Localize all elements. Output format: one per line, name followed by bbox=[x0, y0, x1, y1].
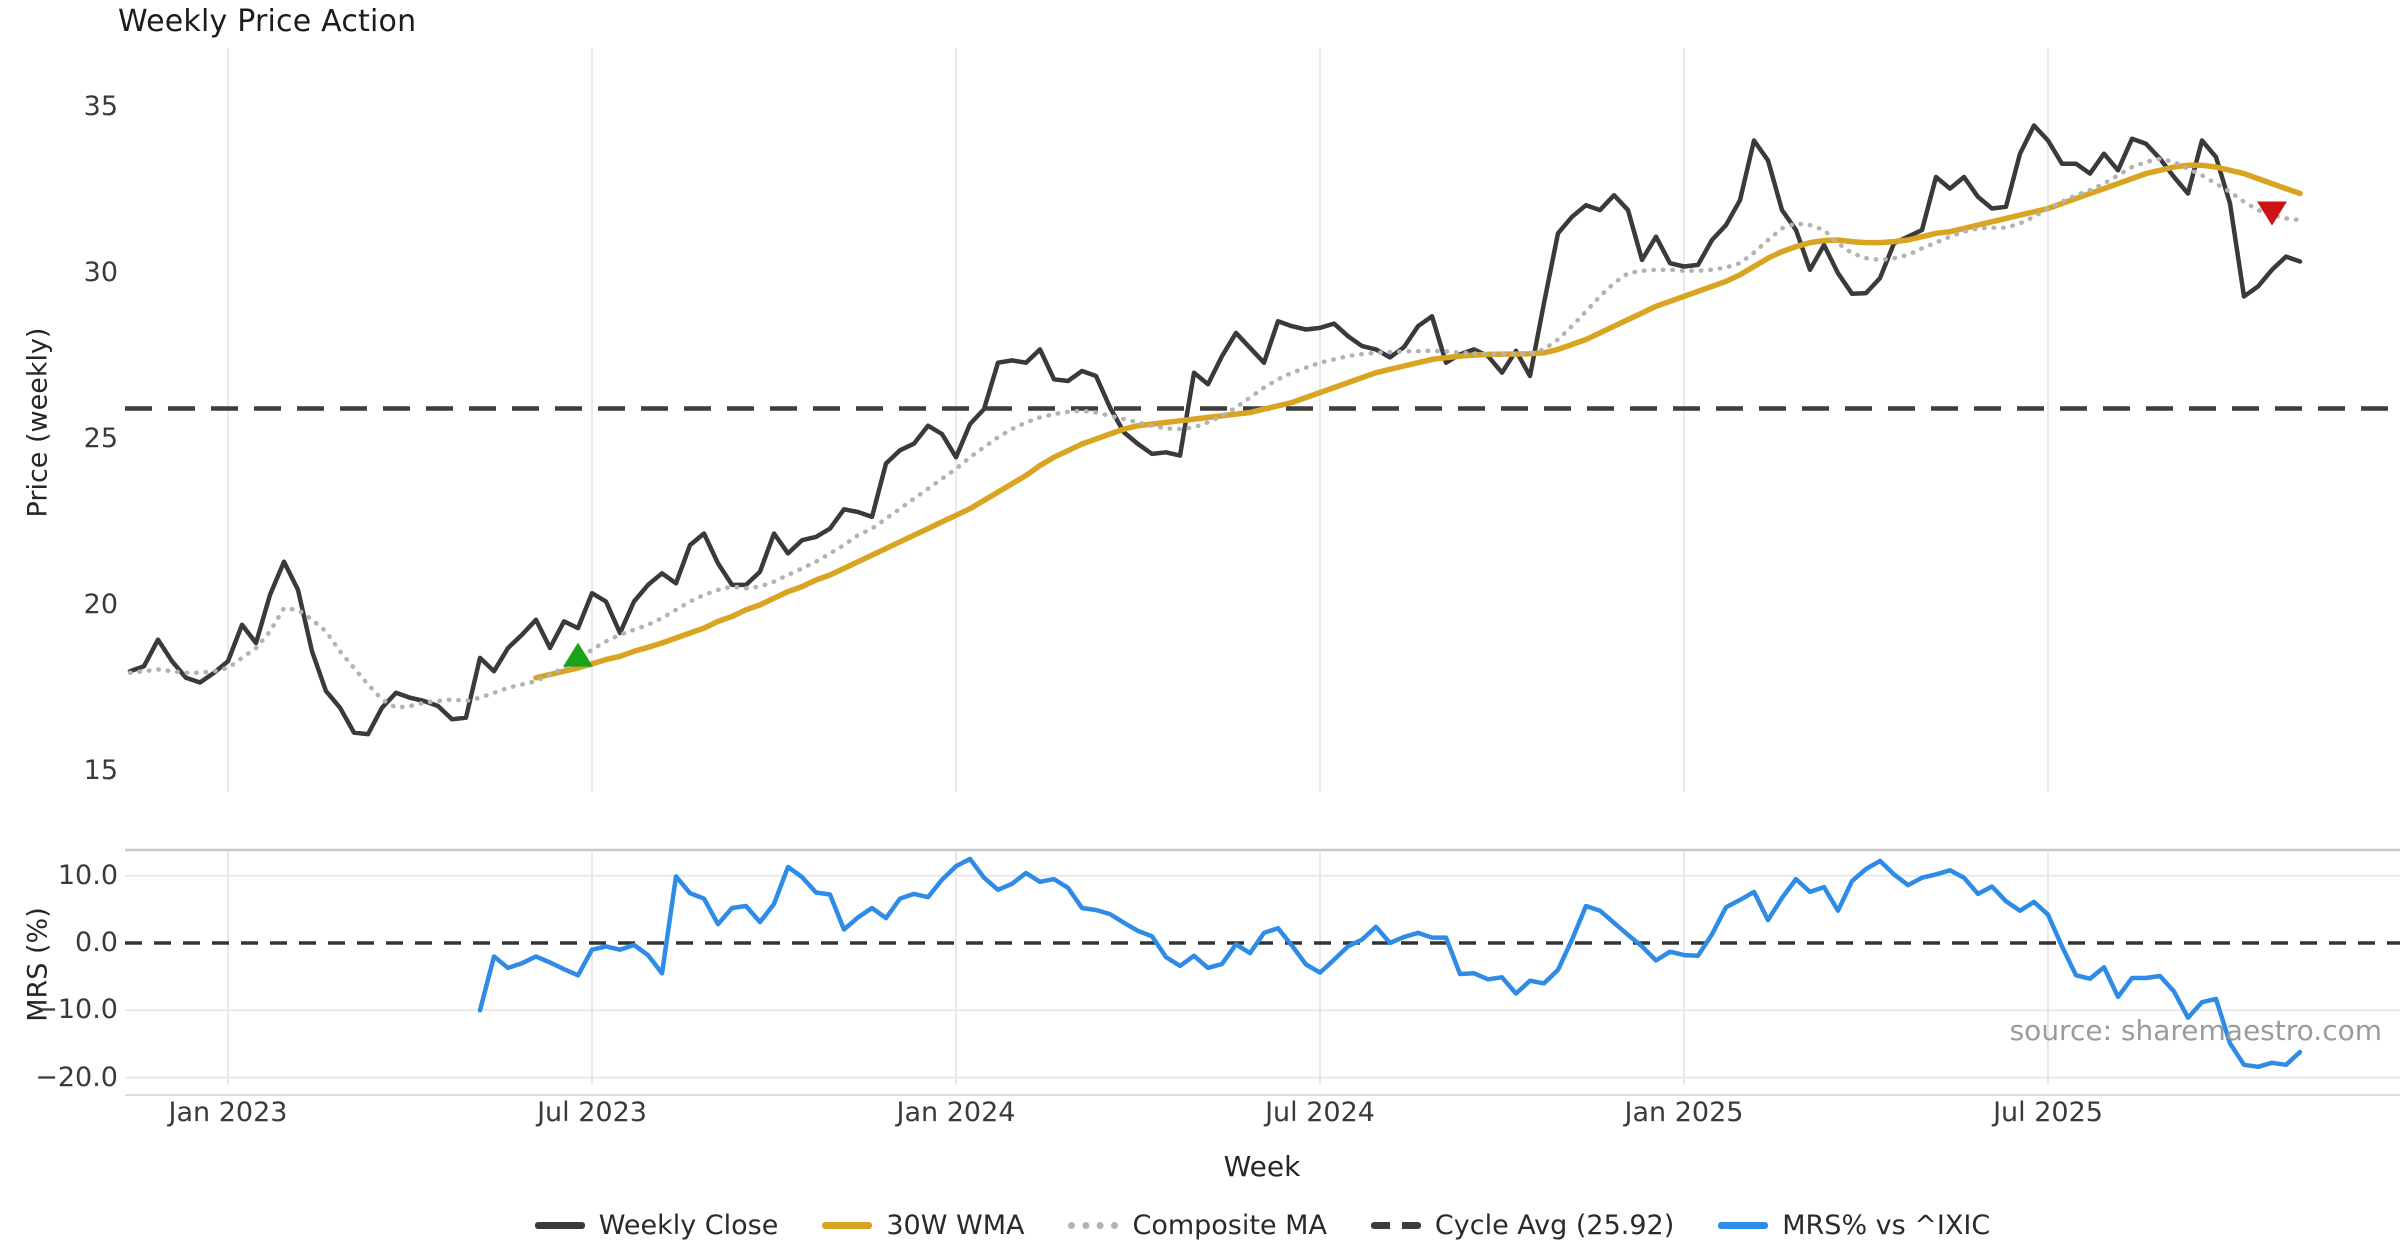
mrs-ytick--20: −20.0 bbox=[35, 1061, 118, 1093]
xtick-jan-2025: Jan 2025 bbox=[1624, 1097, 1744, 1128]
legend: Weekly Close 30W WMA Composite MA Cycle Avg… bbox=[125, 1210, 2400, 1241]
legend-label: Composite MA bbox=[1132, 1210, 1327, 1241]
price-ytick-35: 35 bbox=[83, 91, 118, 123]
legend-item-30w-wma: 30W WMA bbox=[822, 1210, 1024, 1241]
mrs-ytick--10: −10.0 bbox=[35, 994, 118, 1026]
source-credit: source: sharemaestro.com bbox=[2009, 1014, 2382, 1047]
price-ytick-20: 20 bbox=[83, 588, 118, 620]
mrs-ytick-10: 10.0 bbox=[57, 859, 118, 891]
xtick-jan-2023: Jan 2023 bbox=[168, 1097, 288, 1128]
chart-title: Weekly Price Action bbox=[118, 4, 417, 39]
legend-swatch-icon bbox=[1718, 1222, 1769, 1229]
xtick-jul-2024: Jul 2024 bbox=[1265, 1097, 1375, 1128]
price-ytick-15: 15 bbox=[83, 754, 118, 786]
xtick-jul-2023: Jul 2023 bbox=[537, 1097, 647, 1128]
legend-label: 30W WMA bbox=[886, 1210, 1025, 1241]
legend-swatch-icon bbox=[534, 1222, 585, 1229]
legend-swatch-icon bbox=[1370, 1222, 1421, 1229]
xtick-jul-2025: Jul 2025 bbox=[1993, 1097, 2103, 1128]
legend-swatch-icon bbox=[1068, 1222, 1119, 1229]
legend-label: MRS% vs ^IXIC bbox=[1782, 1210, 1991, 1241]
buy-signal-marker bbox=[563, 642, 593, 667]
legend-item-weekly-close: Weekly Close bbox=[534, 1210, 779, 1241]
legend-label: Weekly Close bbox=[598, 1210, 779, 1241]
legend-item-composite-ma: Composite MA bbox=[1068, 1210, 1327, 1241]
series-composite-ma bbox=[127, 156, 2303, 710]
legend-swatch-icon bbox=[822, 1222, 873, 1229]
price-ytick-30: 30 bbox=[83, 257, 118, 289]
series-30w-wma bbox=[533, 162, 2303, 681]
sell-signal-marker bbox=[2257, 201, 2287, 226]
x-axis-label: Week bbox=[1223, 1150, 1301, 1183]
legend-label: Cycle Avg (25.92) bbox=[1434, 1210, 1675, 1241]
legend-item-cycle-avg-25-92-: Cycle Avg (25.92) bbox=[1370, 1210, 1675, 1241]
xtick-jan-2024: Jan 2024 bbox=[896, 1097, 1016, 1128]
mrs-ytick-0: 0.0 bbox=[75, 927, 118, 958]
series-mrs-vs-ixic bbox=[477, 856, 2303, 1070]
price-ytick-25: 25 bbox=[83, 423, 118, 454]
series-weekly-close bbox=[127, 123, 2303, 737]
legend-item-mrs-vs-ixic: MRS% vs ^IXIC bbox=[1718, 1210, 1990, 1241]
